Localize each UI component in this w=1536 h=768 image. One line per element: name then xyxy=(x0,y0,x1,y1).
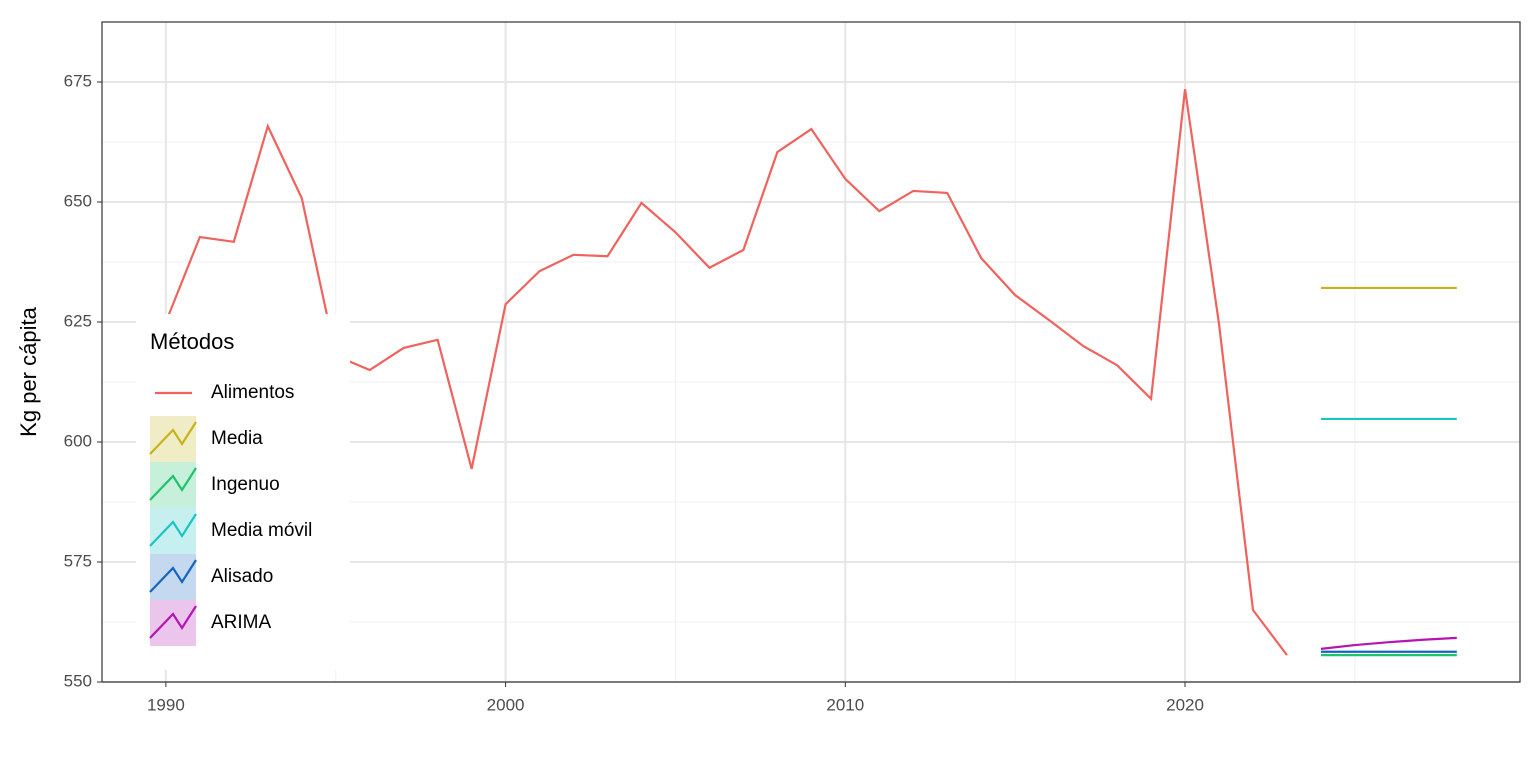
legend-label: Alimentos xyxy=(211,382,294,403)
y-tick-label: 650 xyxy=(64,191,92,210)
x-tick-label: 2020 xyxy=(1166,695,1204,714)
y-axis-title: Kg per cápita xyxy=(16,306,41,436)
legend-key xyxy=(149,467,197,501)
y-tick-label: 550 xyxy=(64,671,92,690)
legend-title: Métodos xyxy=(150,329,234,354)
legend-label: ARIMA xyxy=(211,612,272,633)
legend-background xyxy=(136,314,350,670)
x-tick-label: 2000 xyxy=(487,695,525,714)
legend-label: Alisado xyxy=(211,566,273,587)
line-series xyxy=(164,89,1288,656)
legend-key xyxy=(149,605,197,639)
legend-key-fill xyxy=(150,508,196,554)
y-tick-label: 675 xyxy=(64,71,92,90)
legend-label: Media móvil xyxy=(211,520,312,541)
legend-key-fill xyxy=(150,416,196,462)
y-tick-label: 600 xyxy=(64,431,92,450)
x-tick-label: 1990 xyxy=(147,695,185,714)
line-series xyxy=(1320,636,1457,650)
legend-key xyxy=(149,559,197,593)
plot-border xyxy=(101,21,1521,683)
x-tick-label: 2010 xyxy=(826,695,864,714)
legend-label: Ingenuo xyxy=(211,474,280,495)
legend-key-fill xyxy=(150,554,196,600)
legend-label: Media xyxy=(211,428,263,449)
legend-key-fill xyxy=(150,600,196,646)
legend-key-fill xyxy=(150,462,196,508)
legend-key xyxy=(149,421,197,455)
legend-key xyxy=(149,513,197,547)
y-tick-label: 575 xyxy=(64,551,92,570)
y-tick-label: 625 xyxy=(64,311,92,330)
